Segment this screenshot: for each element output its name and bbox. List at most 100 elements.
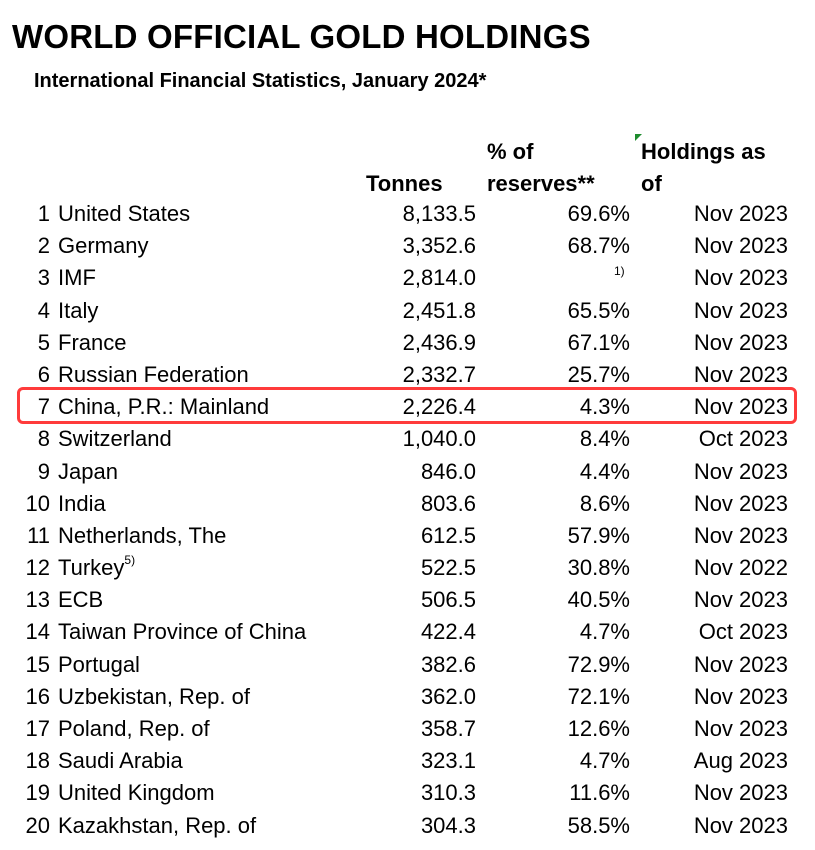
pct-reserves-cell: 30.8% xyxy=(567,555,630,581)
tonnes-cell: 2,436.9 xyxy=(402,329,476,355)
table-row: 6 Russian Federation 2,332.7 25.7% Nov 2023 xyxy=(0,359,815,391)
country-name: United Kingdom xyxy=(58,780,215,806)
country-name: Kazakhstan, Rep. of xyxy=(58,812,257,838)
table-row: 11 Netherlands, The 612.5 57.9% Nov 2023 xyxy=(0,520,815,552)
tonnes-cell: 304.3 xyxy=(420,812,476,838)
table-row: 2 Germany 3,352.6 68.7% Nov 2023 xyxy=(0,230,815,262)
pct-reserves-cell: 4.4% xyxy=(579,458,630,484)
tonnes-cell: 522.5 xyxy=(420,555,476,581)
pct-reserves-cell: 8.6% xyxy=(579,490,630,516)
rank-cell: 17 xyxy=(25,716,50,741)
table-row: 5 France 2,436.9 67.1% Nov 2023 xyxy=(0,327,815,359)
pct-reserves-cell: 57.9% xyxy=(567,522,630,548)
tonnes-cell: 3,352.6 xyxy=(402,233,476,259)
holdings-date-cell: Nov 2023 xyxy=(693,233,788,259)
holdings-date-cell: Nov 2023 xyxy=(693,329,788,355)
country-cell: Saudi Arabia xyxy=(58,745,183,777)
country-name: Portugal xyxy=(58,651,140,677)
pct-reserves-cell: 12.6% xyxy=(567,716,630,741)
pct-reserves-cell: 58.5% xyxy=(567,812,630,838)
holdings-date-cell: Nov 2023 xyxy=(693,361,788,387)
country-name: IMF xyxy=(58,265,96,291)
rank-cell: 13 xyxy=(25,587,50,613)
holdings-date-cell: Oct 2023 xyxy=(698,426,788,452)
footnote-marker: 1) xyxy=(614,264,625,279)
country-name: France xyxy=(58,329,127,355)
table-row: 14 Taiwan Province of China 422.4 4.7% Oct 2… xyxy=(0,616,815,648)
table-row: 1 United States 8,133.5 69.6% Nov 2023 xyxy=(0,198,815,230)
country-cell: Russian Federation xyxy=(58,359,249,391)
rank-cell: 7 xyxy=(37,394,50,420)
country-cell: China, P.R.: Mainland xyxy=(58,391,269,423)
country-name: China, P.R.: Mainland xyxy=(58,394,270,420)
holdings-date-cell: Nov 2023 xyxy=(693,297,788,323)
rank-cell: 14 xyxy=(25,619,50,645)
country-name: Russian Federation xyxy=(58,361,249,387)
holdings-date-cell: Nov 2023 xyxy=(693,683,788,709)
holdings-date-cell: Nov 2023 xyxy=(693,201,788,226)
pct-reserves-cell: 67.1% xyxy=(567,329,630,355)
table-row: 16 Uzbekistan, Rep. of 362.0 72.1% Nov 2023 xyxy=(0,681,815,713)
tonnes-cell: 2,451.8 xyxy=(402,297,476,323)
country-name: India xyxy=(58,490,106,516)
gold-holdings-table: 1 United States 8,133.5 69.6% Nov 2023 2 Germa… xyxy=(0,198,815,842)
pct-reserves-cell: 4.3% xyxy=(579,394,630,420)
table-row: 12 Turkey5) 522.5 30.8% Nov 2022 xyxy=(0,552,815,584)
holdings-date-cell: Nov 2023 xyxy=(693,780,788,806)
country-cell: United Kingdom xyxy=(58,777,215,809)
column-header-tonnes: Tonnes xyxy=(366,171,443,196)
table-row: 20 Kazakhstan, Rep. of 304.3 58.5% Nov 2023 xyxy=(0,810,815,842)
tonnes-cell: 846.0 xyxy=(420,458,476,484)
rank-cell: 5 xyxy=(37,329,50,355)
page-title: WORLD OFFICIAL GOLD HOLDINGS xyxy=(12,18,591,55)
tonnes-cell: 382.6 xyxy=(420,651,476,677)
tonnes-cell: 422.4 xyxy=(420,619,476,645)
pct-reserves-cell: 68.7% xyxy=(567,233,630,259)
rank-cell: 6 xyxy=(37,361,50,387)
rank-cell: 16 xyxy=(25,683,50,709)
cell-comment-indicator-icon[interactable] xyxy=(635,134,642,141)
holdings-date-cell: Nov 2023 xyxy=(693,394,788,420)
table-row: 7 China, P.R.: Mainland 2,226.4 4.3% Nov 202… xyxy=(0,391,815,423)
pct-reserves-cell: 8.4% xyxy=(579,426,630,452)
table-row: 9 Japan 846.0 4.4% Nov 2023 xyxy=(0,456,815,488)
country-cell: Japan xyxy=(58,456,118,488)
table-row: 19 United Kingdom 310.3 11.6% Nov 2023 xyxy=(0,777,815,809)
pct-reserves-cell: 65.5% xyxy=(567,297,630,323)
pct-reserves-cell: 72.1% xyxy=(567,683,630,709)
country-name: Turkey xyxy=(58,555,125,581)
country-cell: United States xyxy=(58,198,190,230)
country-name: Switzerland xyxy=(58,426,172,452)
table-row: 4 Italy 2,451.8 65.5% Nov 2023 xyxy=(0,295,815,327)
country-cell: Kazakhstan, Rep. of xyxy=(58,810,256,842)
tonnes-cell: 2,332.7 xyxy=(402,361,476,387)
country-name: Italy xyxy=(58,297,99,323)
rank-cell: 12 xyxy=(25,555,50,581)
rank-cell: 20 xyxy=(25,812,50,838)
tonnes-cell: 362.0 xyxy=(420,683,476,709)
holdings-date-cell: Oct 2023 xyxy=(698,619,788,645)
country-name: ECB xyxy=(58,587,104,613)
rank-cell: 18 xyxy=(25,748,50,774)
rank-cell: 3 xyxy=(37,265,50,291)
holdings-date-cell: Nov 2023 xyxy=(693,522,788,548)
country-name: Uzbekistan, Rep. of xyxy=(58,683,250,709)
pct-reserves-cell: 69.6% xyxy=(567,201,630,226)
country-cell: India xyxy=(58,488,106,520)
country-cell: IMF xyxy=(58,262,96,294)
column-header-holdings-line1: Holdings as xyxy=(641,139,766,164)
country-cell: Taiwan Province of China xyxy=(58,616,306,648)
rank-cell: 8 xyxy=(37,426,50,452)
country-name: Japan xyxy=(58,458,118,484)
rank-cell: 9 xyxy=(37,458,50,484)
footnote-marker: 5) xyxy=(124,552,136,567)
country-name: Poland, Rep. of xyxy=(58,716,210,741)
holdings-date-cell: Nov 2023 xyxy=(693,812,788,838)
pct-reserves-cell: 4.7% xyxy=(579,748,630,774)
rank-cell: 1 xyxy=(37,201,50,226)
tonnes-cell: 358.7 xyxy=(420,716,476,741)
column-header-pct-line1: % of xyxy=(487,139,534,164)
pct-reserves-cell: 25.7% xyxy=(567,361,630,387)
table-row: 18 Saudi Arabia 323.1 4.7% Aug 2023 xyxy=(0,745,815,777)
page-subtitle: International Financial Statistics, Janu… xyxy=(34,70,487,92)
